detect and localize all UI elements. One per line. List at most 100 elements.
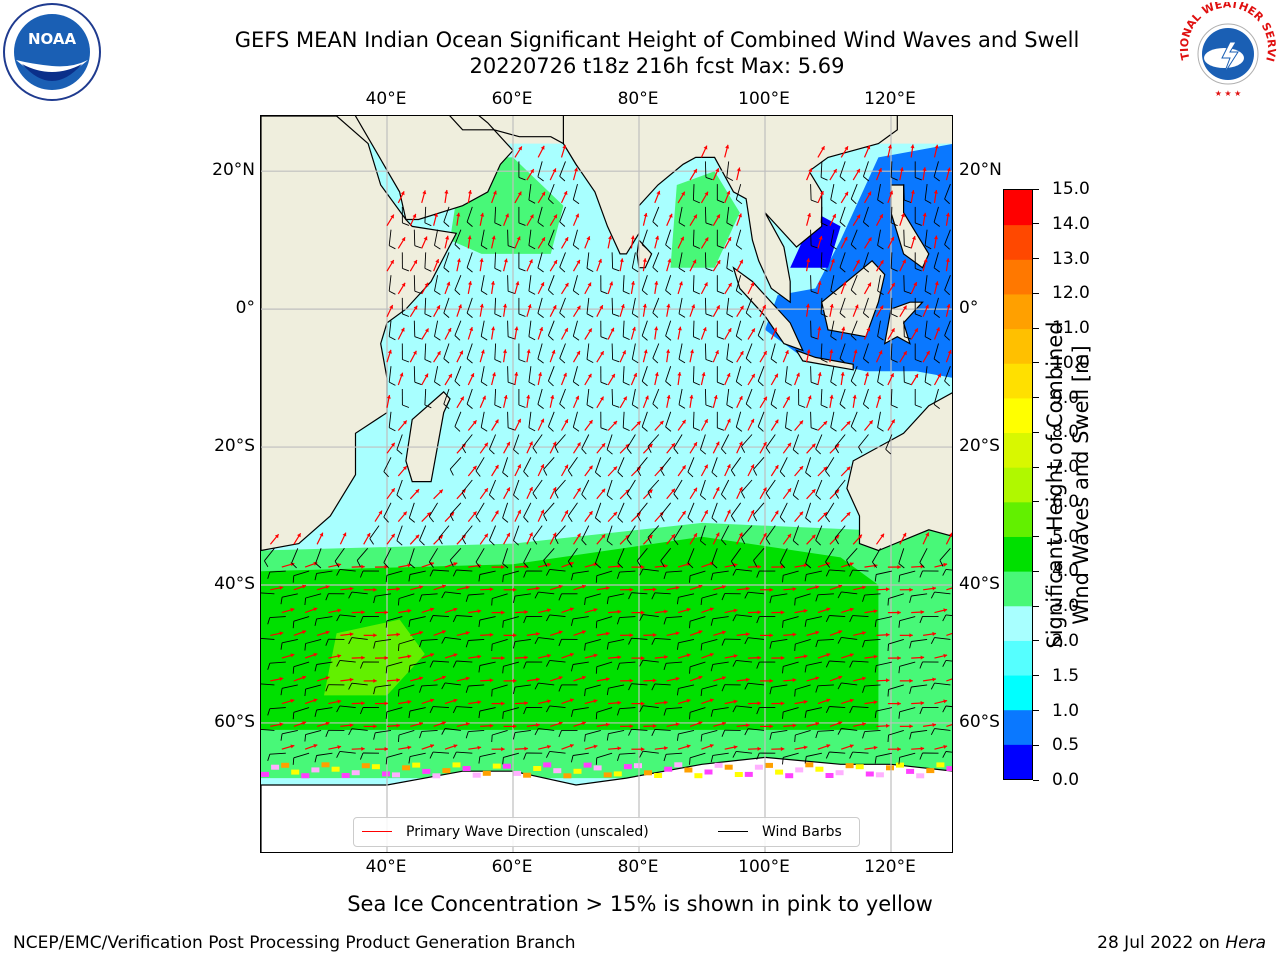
wave-arrow-head [832,214,836,218]
wind-barb-staff [585,729,601,736]
colorbar-tick-label: 8.0 [1052,422,1080,443]
lat-tick-right: 40°S [959,574,1000,594]
wave-arrow-head [447,328,452,332]
wind-barb-staff [339,659,356,663]
wind-barb-flag [944,244,951,250]
wind-barb-flag [874,711,877,719]
wind-barb-staff [596,616,613,622]
wave-arrow-head [319,532,324,537]
wind-barb-flag [753,560,758,567]
wave-arrow-head [609,281,614,286]
wind-barb-flag [736,199,743,205]
wind-barb-flag [616,663,620,670]
wind-barb-flag [304,734,307,742]
colorbar-tick-label: 10.0 [1052,352,1090,373]
wind-barb-flag [584,734,586,742]
wave-arrow-head [774,419,779,424]
wind-barb-staff [678,388,683,405]
wind-barb-staff [730,502,742,517]
wind-barb-flag [904,381,912,385]
wave-arrow-head [803,608,808,613]
wind-barb-staff [850,366,858,382]
wave-arrow-head [739,305,744,310]
wave-arrow-head [313,744,318,748]
wind-barb-flag [292,575,295,583]
wind-barb-flag [443,221,450,227]
wind-barb-flag [559,403,566,409]
wind-barb-staff [829,751,846,754]
wind-barb-flag [304,597,307,606]
wave-arrow-head [698,584,703,589]
colorbar-swatch [1004,675,1032,711]
wave-arrow-head [302,721,306,726]
wind-barb-staff [841,636,858,640]
wind-barb-staff [701,684,718,690]
wave-arrow-head [739,351,744,356]
wind-barb-flag [887,598,889,606]
wind-barb-staff [631,343,636,360]
wind-barb-flag [933,176,940,182]
wind-barb-staff [559,343,566,359]
wind-barb-staff [689,616,706,622]
sea-ice-cell [361,763,370,769]
wind-barb-staff [538,682,555,686]
wave-arrow-head [593,562,598,567]
wind-barb-staff [795,593,811,599]
wind-barb-flag [429,751,434,759]
wave-arrow-head [803,563,808,568]
wind-barb-staff [596,707,613,713]
wave-arrow-head [897,656,901,661]
wind-barb-flag [909,732,912,740]
wind-barb-flag [830,290,837,296]
wind-barb-flag [606,688,609,696]
wave-arrow-head [373,587,377,592]
wave-arrow-head [489,587,494,592]
sea-ice-cell [835,770,844,776]
wind-barb-flag [700,597,703,605]
wave-arrow-head [849,562,854,567]
wind-barb-staff [817,593,834,596]
wind-barb-staff [779,457,788,472]
wave-arrow-head [693,487,697,492]
wind-barb-flag [924,336,932,341]
wave-arrow-head [862,722,866,727]
wind-barb-staff [919,548,928,563]
wave-arrow-head [601,443,606,448]
wind-barb-staff [432,660,450,663]
wind-barb-staff [877,229,881,246]
wind-barb-flag [507,381,515,385]
wave-arrow-head [745,677,750,682]
lon-tick-bottom: 40°E [365,857,407,877]
wind-barb-flag [424,222,432,227]
land-sri-lanka [636,238,653,269]
sea-ice-cell [704,769,713,775]
wave-arrow-head [936,327,940,332]
wind-barb-staff [785,366,788,383]
wind-barb-staff [586,297,590,314]
wave-arrow-head [601,534,606,539]
wave-arrow-head [524,610,528,615]
wave-arrow-head [664,564,668,569]
wind-barb-staff [636,457,648,470]
wave-arrow-head [446,281,451,286]
wave-arrow-head [575,395,580,400]
wind-barb-flag [850,426,857,432]
wave-arrow-head [709,653,714,657]
wind-barb-staff [652,297,660,313]
colorbar-swatch [1004,224,1032,260]
wave-arrow-head [902,532,907,537]
wave-arrow-head [480,212,485,217]
wind-barb-staff [795,684,811,690]
lat-tick-left: 60°S [214,711,255,732]
wind-barb-flag [849,569,854,577]
wind-barb-staff [585,684,601,690]
wind-barb-staff [757,320,765,336]
colorbar-swatch [1004,709,1032,745]
wave-arrow-head [563,191,568,195]
wind-barb-flag [820,313,828,318]
wave-arrow-head [576,350,580,355]
wind-barb-staff [701,638,718,644]
wind-barb-staff [692,320,695,337]
wind-barb-staff [547,275,555,291]
colorbar-tick-label: 2.0 [1052,630,1080,651]
